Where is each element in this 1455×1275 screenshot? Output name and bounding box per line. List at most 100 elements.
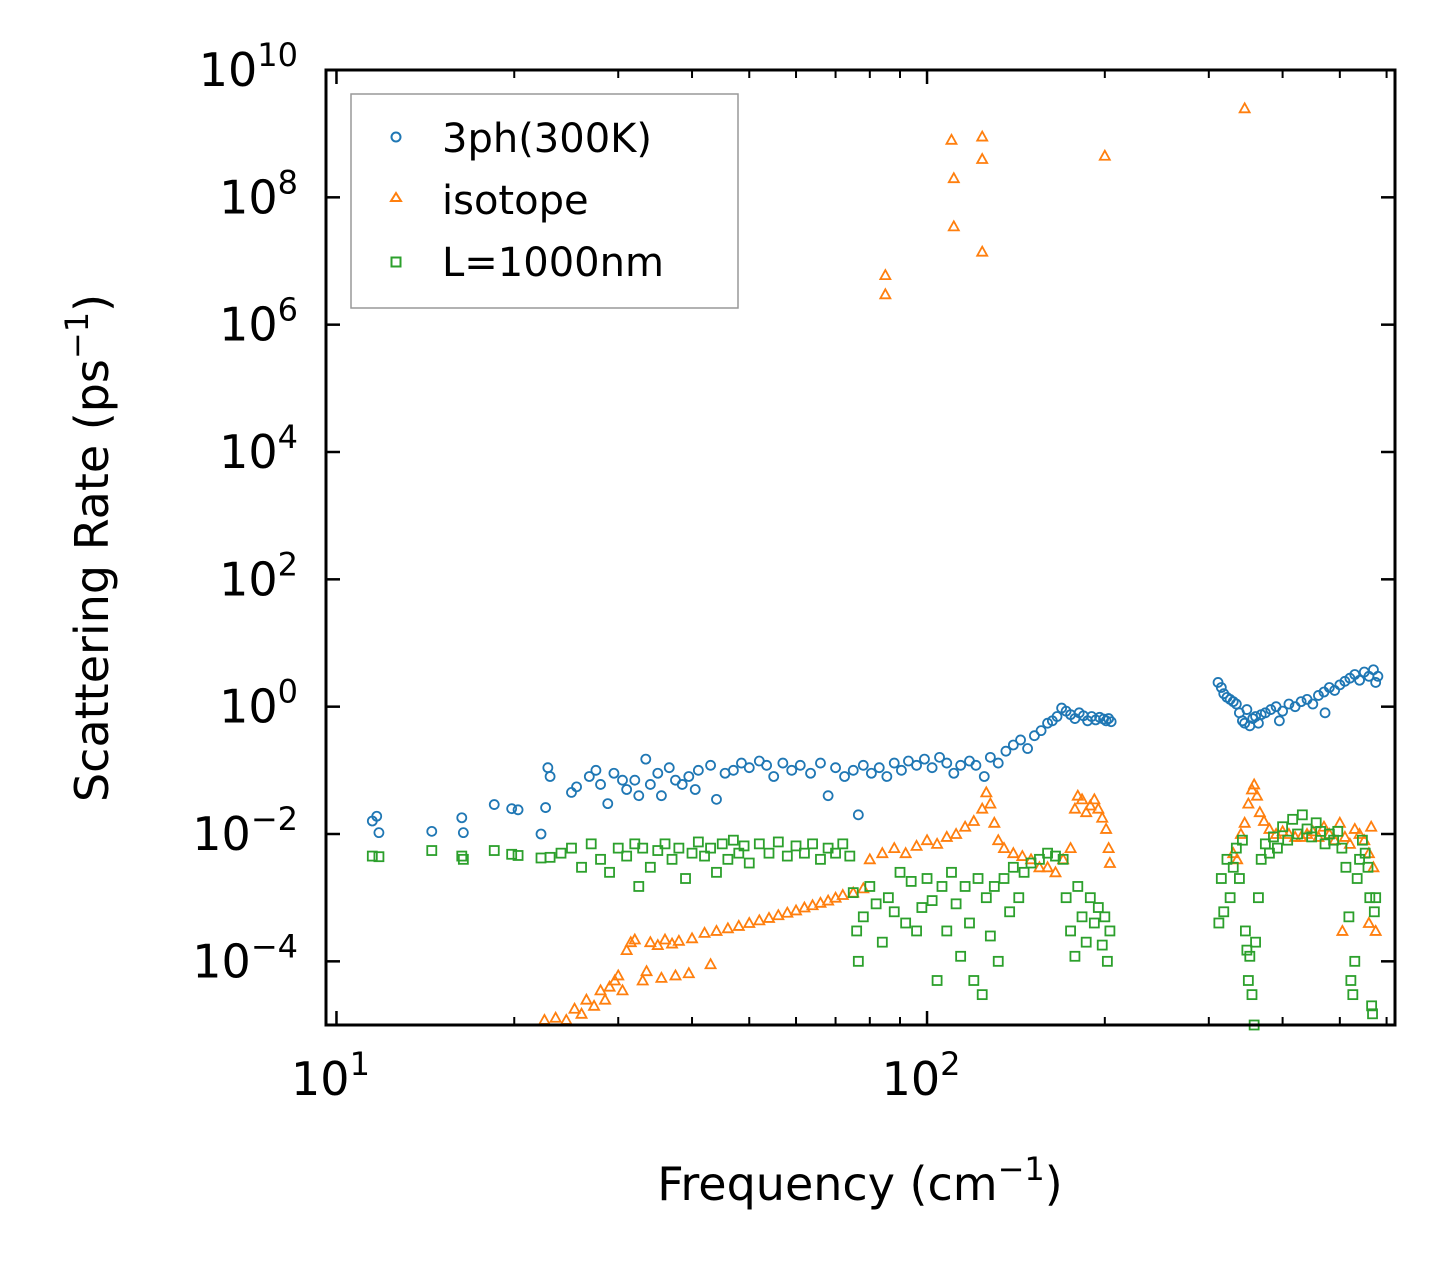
data-point — [506, 848, 518, 860]
data-point — [1018, 866, 1030, 878]
data-point — [1032, 860, 1046, 873]
data-point — [1239, 717, 1251, 729]
data-point — [1253, 805, 1267, 818]
legend-marker-3ph — [390, 131, 402, 143]
legend-label-isotope: isotope — [442, 178, 589, 224]
series-3ph(300K) — [366, 664, 1384, 840]
data-point — [1080, 936, 1092, 948]
legend-marker-l1000nm — [390, 256, 402, 268]
data-point — [964, 917, 975, 929]
data-point — [1072, 881, 1084, 892]
data-point — [698, 926, 712, 938]
data-point — [1368, 906, 1380, 918]
data-point — [1287, 813, 1299, 825]
data-point — [1230, 842, 1242, 854]
data-point — [716, 838, 728, 850]
data-point — [888, 906, 900, 918]
data-point — [979, 785, 993, 798]
data-point — [1237, 834, 1248, 846]
data-point — [1372, 670, 1384, 682]
data-point — [753, 838, 765, 850]
data-point — [1282, 834, 1294, 846]
data-point — [598, 992, 612, 1005]
data-point — [683, 771, 695, 782]
data-point — [1277, 821, 1288, 833]
data-point — [456, 812, 468, 824]
data-point — [1105, 716, 1117, 728]
data-point — [633, 790, 645, 802]
data-point — [970, 759, 982, 771]
data-point — [1336, 842, 1348, 854]
data-point — [566, 787, 577, 798]
data-point — [807, 838, 818, 850]
data-point — [911, 925, 922, 937]
data-point — [643, 935, 657, 948]
data-point — [704, 957, 718, 970]
data-point — [721, 921, 735, 934]
data-point — [1296, 809, 1308, 821]
data-point — [863, 852, 877, 865]
data-point — [699, 850, 710, 862]
data-point — [839, 771, 850, 782]
data-point — [640, 964, 654, 977]
data-point — [851, 925, 863, 937]
data-point — [1257, 814, 1271, 826]
data-point — [602, 798, 614, 810]
data-point — [941, 757, 953, 769]
data-point — [1098, 148, 1112, 161]
data-point — [373, 827, 385, 839]
data-point — [1234, 827, 1248, 839]
y-axis-label: Scattering Rate (ps−1) — [58, 294, 119, 802]
data-point — [555, 847, 567, 859]
data-point — [1104, 925, 1116, 937]
data-point — [794, 759, 806, 771]
data-point — [896, 764, 907, 776]
data-point — [997, 841, 1011, 854]
data-point — [761, 759, 773, 771]
data-point — [1029, 730, 1040, 742]
data-point — [579, 992, 593, 1005]
data-point — [575, 1006, 589, 1019]
data-point — [1099, 911, 1111, 923]
data-point — [732, 919, 746, 931]
data-point — [685, 931, 699, 944]
data-point — [426, 845, 438, 856]
data-point — [620, 943, 634, 956]
data-point — [763, 847, 775, 859]
data-point — [815, 757, 826, 769]
data-point — [1071, 788, 1085, 801]
data-point — [1099, 822, 1113, 834]
data-point — [549, 1010, 563, 1023]
data-point — [608, 767, 620, 779]
data-point — [1354, 853, 1365, 865]
data-point — [930, 837, 944, 849]
data-point — [456, 850, 468, 862]
data-point — [457, 853, 469, 865]
data-point — [988, 881, 1000, 892]
data-point — [1057, 853, 1069, 865]
data-point — [692, 764, 704, 776]
data-point — [595, 853, 606, 865]
y-tick-label: 106 — [219, 291, 298, 352]
data-point — [736, 757, 747, 769]
data-point — [926, 895, 938, 906]
data-point — [881, 771, 893, 782]
data-point — [1091, 801, 1105, 814]
data-point — [590, 764, 602, 776]
data-point — [373, 851, 385, 863]
data-point — [991, 833, 1005, 846]
data-point — [1353, 827, 1367, 839]
data-point — [1369, 924, 1383, 936]
data-point — [1370, 892, 1382, 904]
data-point — [654, 971, 668, 983]
legend-frame — [350, 93, 739, 309]
data-point — [658, 932, 672, 945]
data-point — [629, 774, 641, 786]
data-point — [887, 841, 901, 854]
data-point — [1359, 847, 1371, 859]
data-point — [844, 850, 856, 862]
data-point — [1227, 696, 1239, 708]
data-point — [1283, 698, 1295, 710]
data-point — [899, 846, 913, 859]
data-point — [837, 838, 849, 850]
